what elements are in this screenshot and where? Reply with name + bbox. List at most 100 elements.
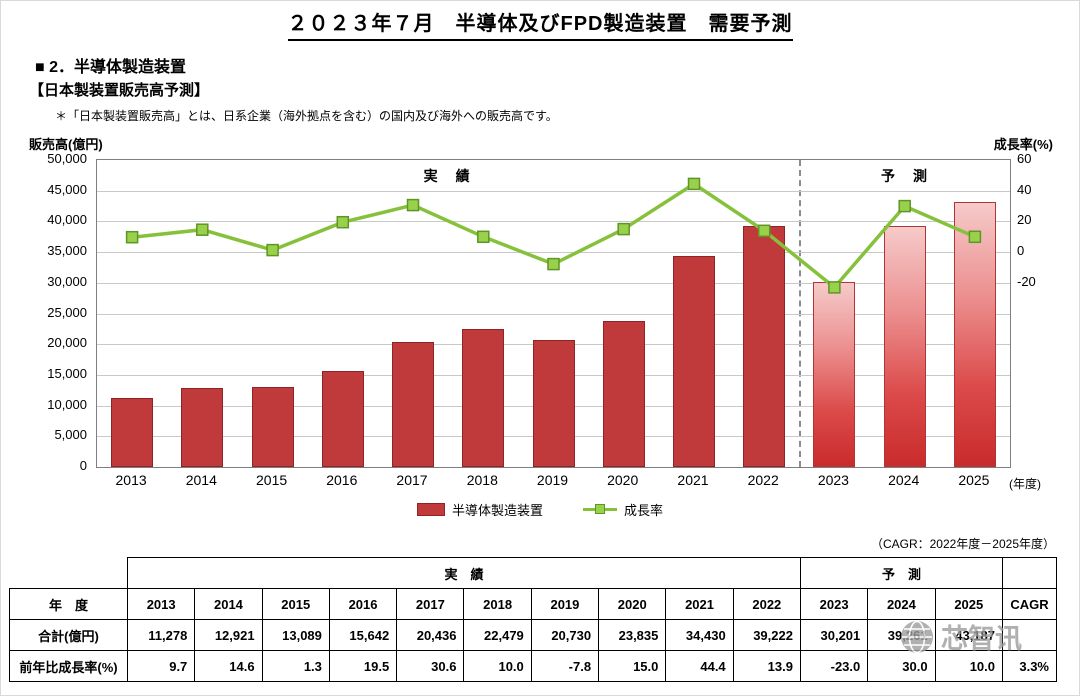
- right-axis-tick-label: 0: [1017, 243, 1025, 259]
- growth-rate-line: [125, 177, 982, 294]
- table-growth-cell: 10.0: [934, 650, 1004, 682]
- table-growth-cell: 10.0: [463, 650, 532, 682]
- legend-label-bars: 半導体製造装置: [451, 503, 543, 518]
- bar: [743, 226, 786, 467]
- page-title-text: ２０２３年７月 半導体及びFPD製造装置 需要予測: [287, 7, 793, 41]
- x-axis-category-label: 2016: [326, 472, 358, 488]
- table-year-cell: 2015: [261, 588, 330, 620]
- table-total-cell: 20,730: [530, 619, 600, 651]
- right-axis-tick-label: 40: [1017, 181, 1032, 197]
- table-total-cell: 12,921: [194, 619, 263, 651]
- table-growth-row: 前年比成長率(%) 9.7 14.6 1.3 19.5 30.6 10.0 -7.8 15.0…: [9, 650, 1057, 682]
- growth-rate-marker: [477, 230, 490, 244]
- table-group-header-row: 実 績 予 測: [9, 557, 1057, 589]
- table-cagr-value-cell: 3.3%: [1002, 650, 1057, 682]
- table-growth-cell: -23.0: [799, 650, 869, 682]
- x-axis-category-label: 2017: [396, 472, 428, 488]
- bar: [392, 341, 434, 467]
- left-axis-tick-label: 35,000: [47, 243, 87, 259]
- growth-rate-marker: [196, 223, 209, 236]
- right-axis-title: 成長率(%): [993, 137, 1053, 152]
- growth-rate-marker: [617, 222, 630, 236]
- table-growth-cell: 14.6: [194, 650, 263, 682]
- table-year-cell: 2024: [867, 588, 936, 620]
- bar: [532, 339, 575, 467]
- growth-rate-marker: [336, 215, 350, 229]
- table-year-cell: 2019: [530, 588, 600, 620]
- growth-rate-marker: [547, 257, 560, 271]
- actual-region-label: 実 績: [423, 168, 472, 184]
- bar: [251, 386, 294, 467]
- x-axis-unit-label: (年度): [1009, 477, 1041, 491]
- table-total-cell: 22,479: [463, 619, 532, 651]
- x-axis-category-label: 2024: [888, 472, 920, 488]
- table-total-cell: 13,089: [261, 619, 330, 651]
- gridline: [97, 221, 1010, 223]
- x-axis-category-label: 2023: [817, 472, 849, 488]
- x-axis-category-label: 2018: [466, 472, 498, 488]
- gridline: [97, 190, 1010, 192]
- table-growth-cell: -7.8: [530, 650, 600, 682]
- table-growth-row-header: 前年比成長率(%): [9, 650, 128, 682]
- gridline: [97, 313, 1010, 315]
- x-axis-category-label: 2025: [958, 472, 990, 488]
- table-total-cell: 34,430: [665, 619, 734, 651]
- table-growth-cell: 44.4: [665, 650, 734, 682]
- table-cagr-top-cell: [1002, 557, 1057, 589]
- table-growth-cell: 30.6: [396, 650, 465, 682]
- legend-item-bars: 半導体製造装置: [416, 500, 543, 519]
- bar: [953, 201, 996, 467]
- table-year-cell: 2023: [799, 588, 869, 620]
- left-axis-tick-label: 25,000: [47, 304, 87, 320]
- x-axis-category-label: 2019: [536, 472, 569, 488]
- page-title: ２０２３年７月 半導体及びFPD製造装置 需要予測: [1, 7, 1079, 41]
- table-year-cell: 2013: [126, 588, 196, 620]
- left-axis-title: 販売高(億円): [29, 137, 103, 152]
- table-total-cell: 15,642: [328, 619, 398, 651]
- right-axis-tick-label: -20: [1017, 273, 1036, 289]
- chart-legend: 半導体製造装置 成長率: [1, 500, 1079, 519]
- growth-rate-marker: [406, 198, 420, 212]
- bar: [602, 320, 645, 467]
- table-cagr-header: CAGR: [1002, 588, 1057, 620]
- table-year-cell: 2022: [732, 588, 801, 620]
- bar: [321, 371, 364, 467]
- table-total-row: 合計(億円) 11,278 12,921 13,089 15,642 20,436 22,…: [9, 619, 1057, 651]
- growth-rate-marker: [266, 243, 279, 257]
- table-growth-cell: 9.7: [126, 650, 196, 682]
- bar: [883, 225, 926, 467]
- x-axis-category-label: 2022: [747, 472, 779, 488]
- left-axis-tick-label: 5,000: [54, 427, 87, 443]
- growth-rate-marker: [898, 199, 911, 213]
- table-year-cell: 2020: [598, 588, 667, 620]
- legend-item-line: 成長率: [583, 500, 663, 519]
- bar: [462, 329, 505, 467]
- table-forecast-group-header: 予 測: [799, 557, 1004, 589]
- table-growth-cell: 1.3: [261, 650, 330, 682]
- left-axis-tick-label: 40,000: [47, 212, 87, 228]
- bar: [111, 397, 154, 467]
- growth-rate-marker: [828, 281, 841, 294]
- gridline: [97, 252, 1010, 254]
- bar: [673, 255, 715, 467]
- section-subheading: 【日本製装置販売高予測】: [29, 82, 210, 99]
- bar: [181, 387, 224, 467]
- table-total-cell: 43,187: [934, 619, 1004, 651]
- table-growth-cell: 15.0: [598, 650, 667, 682]
- table-growth-cell: 19.5: [328, 650, 398, 682]
- table-total-cell: 39,222: [732, 619, 801, 651]
- right-axis-tick-label: 60: [1017, 151, 1032, 166]
- left-axis-tick-label: 45,000: [47, 181, 87, 197]
- legend-label-line: 成長率: [624, 503, 664, 518]
- bar: [813, 281, 856, 467]
- table-year-cell: 2018: [463, 588, 532, 620]
- footnote: ＊「日本製装置販売高」とは、日系企業（海外拠点を含む）の国内及び海外への販売高で…: [55, 109, 558, 123]
- table-total-cell: 39,261: [867, 619, 936, 651]
- line-legend-swatch-icon: [583, 503, 617, 516]
- table-year-cell: 2021: [665, 588, 734, 620]
- table-total-cagr-cell: [1002, 619, 1057, 651]
- table-total-cell: 23,835: [598, 619, 667, 651]
- x-axis-category-label: 2021: [677, 472, 709, 488]
- bar-legend-swatch-icon: [416, 503, 445, 516]
